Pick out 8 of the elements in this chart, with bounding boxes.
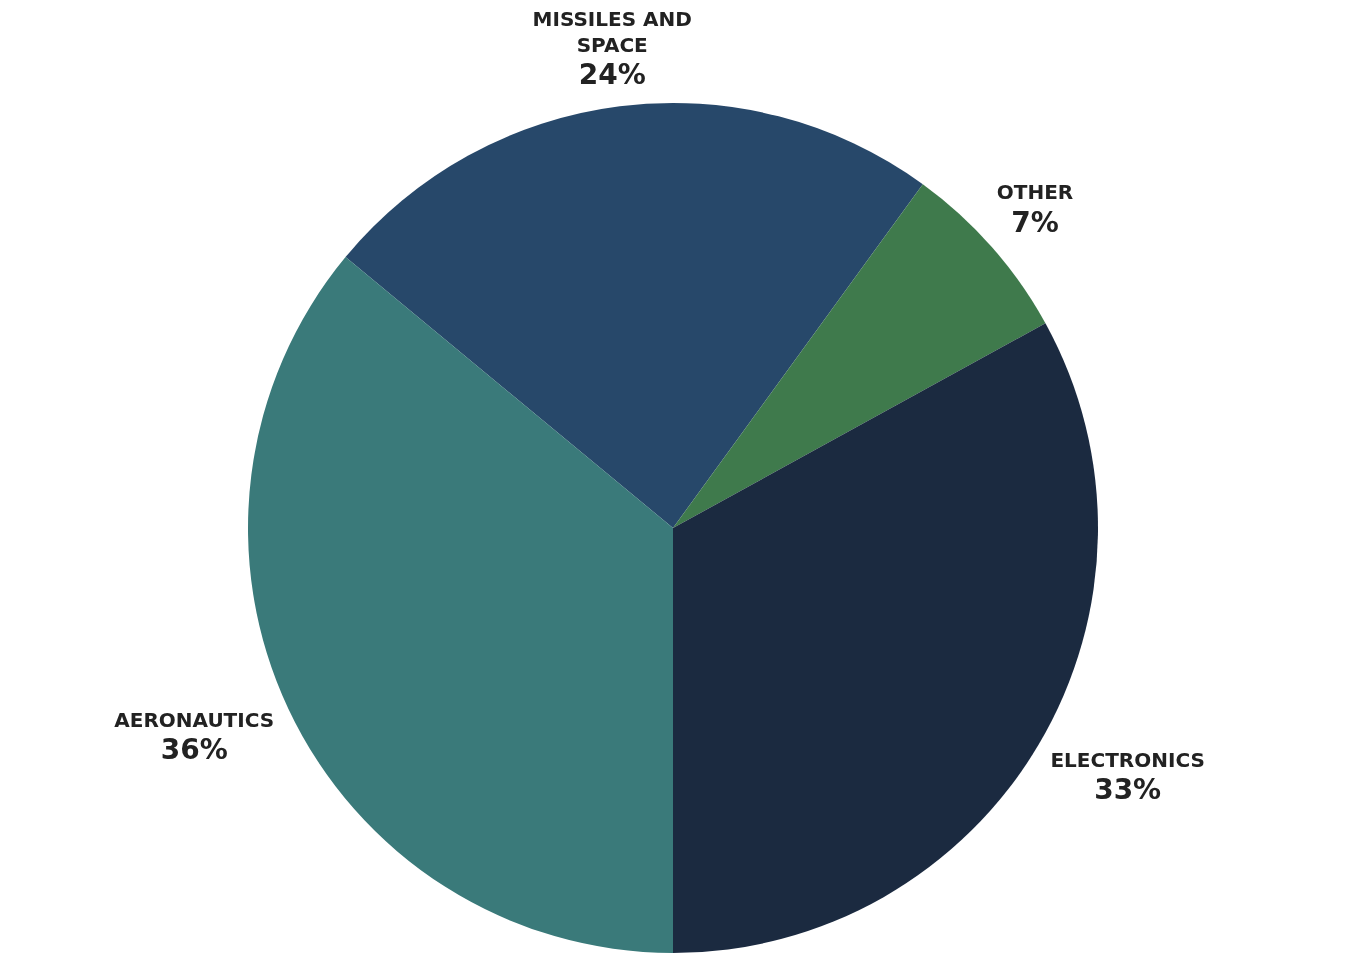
data-label: 7%	[1011, 205, 1059, 239]
data-label: 36%	[160, 732, 228, 766]
slice-label: MISSILES AND SPACE	[532, 7, 692, 58]
slice-label: ELECTRONICS	[1050, 748, 1205, 773]
slice-label: AERONAUTICS	[114, 707, 275, 732]
data-label: 24%	[578, 58, 646, 92]
slice-label: OTHER	[996, 180, 1074, 205]
data-label: 33%	[1094, 773, 1162, 807]
